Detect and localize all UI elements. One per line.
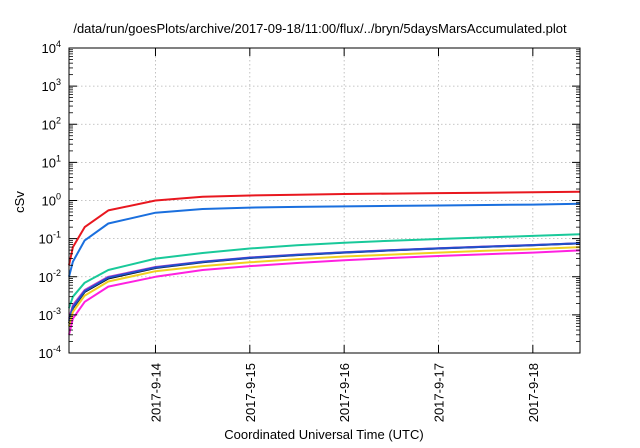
x-axis-label: Coordinated Universal Time (UTC) xyxy=(224,427,423,442)
x-tick-label: 2017-9-17 xyxy=(431,363,446,422)
y-tick-label: 10-2 xyxy=(39,268,61,285)
y-tick-label: 103 xyxy=(42,77,61,94)
series-line xyxy=(68,190,581,266)
series-line xyxy=(68,202,581,278)
x-tick-label: 2017-9-18 xyxy=(526,363,541,422)
chart-title: /data/run/goesPlots/archive/2017-09-18/1… xyxy=(73,21,567,36)
series-line xyxy=(68,249,581,336)
y-tick-label: 10-1 xyxy=(39,230,61,247)
series-line xyxy=(68,242,581,322)
series-line xyxy=(68,242,581,324)
x-tick-label: 2017-9-15 xyxy=(243,363,258,422)
y-tick-label: 100 xyxy=(42,192,61,209)
series-group xyxy=(68,190,581,336)
x-tick-label: 2017-9-14 xyxy=(148,363,163,422)
y-tick-label: 102 xyxy=(42,115,61,132)
y-tick-label: 10-4 xyxy=(39,344,61,361)
series-line xyxy=(68,246,581,327)
series-line xyxy=(68,233,581,309)
plot-frame xyxy=(68,47,581,354)
x-tick-label: 2017-9-16 xyxy=(337,363,352,422)
y-axis-label: cSv xyxy=(12,191,27,213)
y-tick-label: 104 xyxy=(42,39,61,56)
y-tick-label: 101 xyxy=(42,153,61,170)
y-tick-label: 10-3 xyxy=(39,306,61,323)
grid xyxy=(69,48,580,353)
ticks: 10-4 10-3 10-2 10-1 100 101 102 103 104 2017-9-14… xyxy=(39,39,580,422)
